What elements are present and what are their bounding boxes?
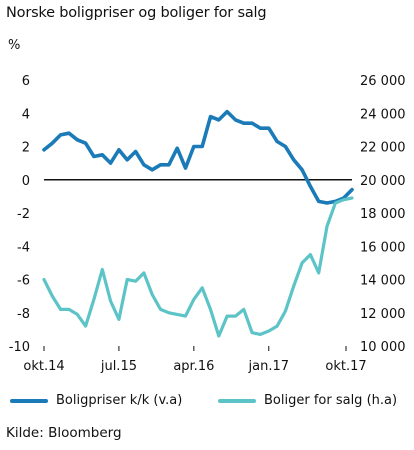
right-tick-label-0: 26 000 xyxy=(360,74,406,89)
x-tick-label-2: apr.16 xyxy=(173,359,214,374)
left-tick-label-7: -8 xyxy=(17,307,30,322)
legend-item-boligpriser: Boligpriser k/k (v.a) xyxy=(10,393,182,408)
legend-item-boliger-for-salg: Boliger for salg (h.a) xyxy=(218,393,397,408)
chart-plot: 6 4 2 0 -2 -4 -6 -8 -10 26 000 24 000 22 000 20 000 1… xyxy=(9,74,406,374)
legend-label-boliger-for-salg: Boliger for salg (h.a) xyxy=(264,393,398,408)
chart-title: Norske boligpriser og boliger for salg xyxy=(6,5,267,21)
right-tick-label-5: 16 000 xyxy=(360,240,406,255)
series-line-boliger-for-salg xyxy=(42,196,354,338)
right-tick-label-4: 18 000 xyxy=(360,207,406,222)
series-line-boligpriser xyxy=(42,109,354,205)
right-tick-label-8: 10 000 xyxy=(360,340,406,355)
left-tick-label-5: -4 xyxy=(17,240,30,255)
left-axis-unit: % xyxy=(8,38,21,53)
left-tick-label-3: 0 xyxy=(22,174,30,189)
right-tick-label-6: 14 000 xyxy=(360,274,406,289)
right-tick-label-1: 24 000 xyxy=(360,107,406,122)
legend-label-boligpriser: Boligpriser k/k (v.a) xyxy=(56,393,183,408)
right-tick-label-7: 12 000 xyxy=(360,307,406,322)
x-tick-label-0: okt.14 xyxy=(23,359,64,374)
left-tick-label-6: -6 xyxy=(17,274,30,289)
x-tick-label-3: jan.17 xyxy=(248,359,290,374)
left-tick-label-4: -2 xyxy=(17,207,30,222)
left-tick-label-2: 2 xyxy=(22,141,30,156)
right-tick-label-3: 20 000 xyxy=(360,174,406,189)
left-tick-label-0: 6 xyxy=(22,74,30,89)
right-tick-label-2: 22 000 xyxy=(360,141,406,156)
x-tick-label-4: okt.17 xyxy=(325,359,366,374)
left-tick-label-1: 4 xyxy=(22,107,30,122)
x-tick-label-1: jul.15 xyxy=(100,359,137,374)
legend-swatch-boliger-for-salg xyxy=(218,398,256,403)
legend-swatch-boligpriser xyxy=(10,398,48,403)
left-tick-label-8: -10 xyxy=(9,340,30,355)
source-note: Kilde: Bloomberg xyxy=(6,425,122,441)
